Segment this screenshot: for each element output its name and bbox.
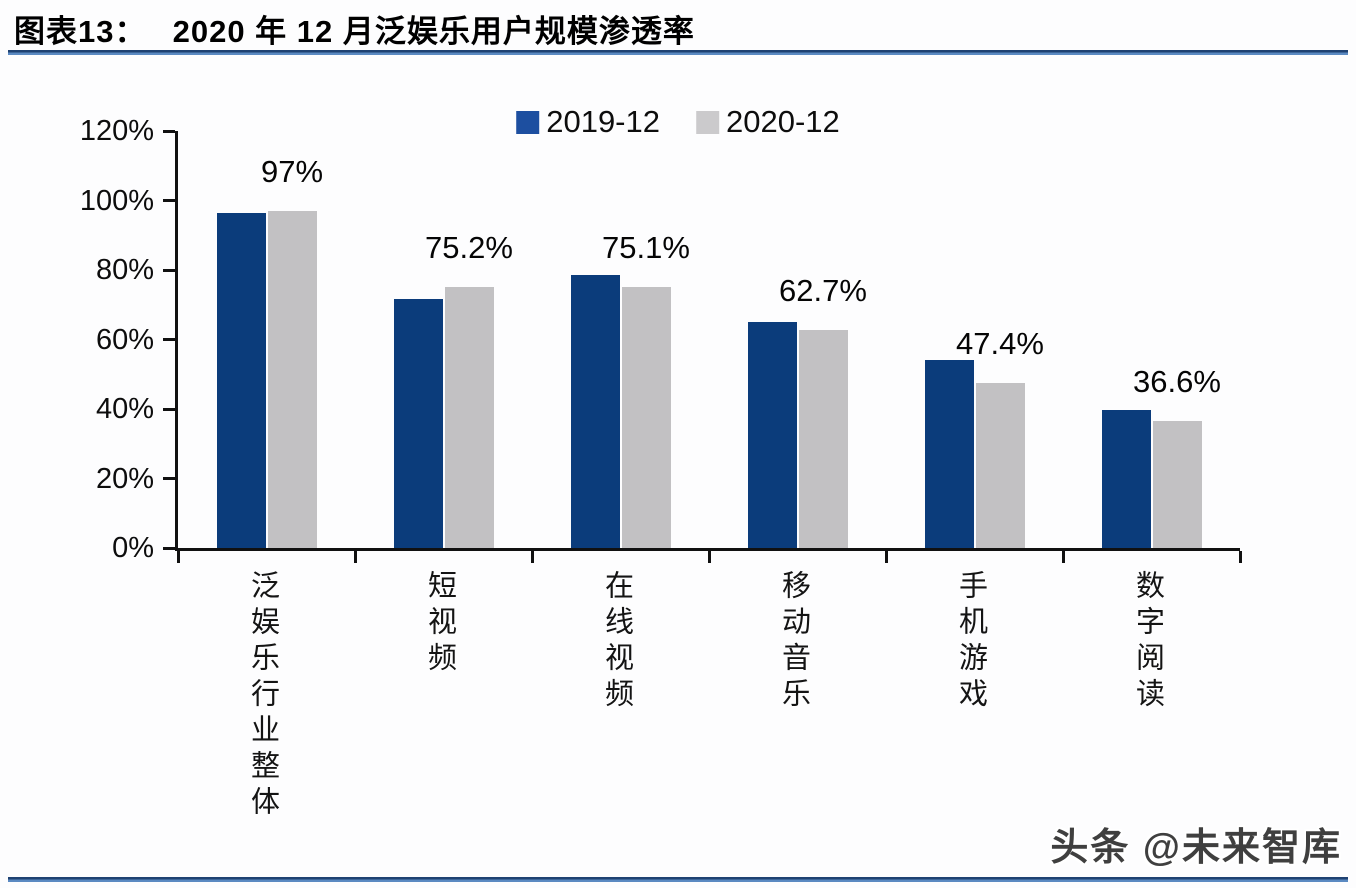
category-label-text: 移动音乐 xyxy=(777,570,812,714)
category-label: 移动音乐 xyxy=(706,570,883,714)
category-label: 数字阅读 xyxy=(1060,570,1237,714)
y-axis-tick xyxy=(163,407,175,411)
bar-2019-12 xyxy=(747,322,797,548)
legend-swatch-icon xyxy=(516,110,540,134)
chart-legend: 2019-12 2020-12 xyxy=(516,104,840,140)
data-label: 75.1% xyxy=(602,230,690,266)
y-axis-tick-label: 100% xyxy=(79,184,154,217)
y-axis-tick xyxy=(163,129,175,133)
bar-group: 97% xyxy=(178,131,355,548)
data-label: 36.6% xyxy=(1133,363,1221,399)
x-axis-tick xyxy=(1061,551,1065,563)
data-label: 47.4% xyxy=(956,326,1044,362)
bar-2019-12 xyxy=(216,212,266,548)
category-label: 短视频 xyxy=(352,570,529,678)
category-label-text: 数字阅读 xyxy=(1131,570,1166,714)
category-label-text: 泛娱乐行业整体 xyxy=(246,570,281,822)
y-axis-tick xyxy=(163,268,175,272)
y-axis-tick-label: 120% xyxy=(79,115,154,147)
bar-group: 47.4% xyxy=(886,131,1063,548)
bar-2020-12 xyxy=(267,210,317,548)
category-label: 在线视频 xyxy=(529,570,706,714)
bar-2020-12 xyxy=(444,286,494,548)
category-label-text: 手机游戏 xyxy=(954,570,989,714)
bar-2020-12 xyxy=(621,287,671,548)
category-label-text: 短视频 xyxy=(423,570,458,678)
x-axis-tick xyxy=(176,551,180,563)
data-label: 97% xyxy=(260,153,324,189)
y-axis-tick-label: 40% xyxy=(95,393,154,425)
legend-label: 2020-12 xyxy=(726,104,840,139)
bar-2020-12 xyxy=(975,383,1025,548)
x-axis-tick xyxy=(530,551,534,563)
y-axis-tick-label: 80% xyxy=(95,254,154,286)
bar-chart-plot-area: 0% 20% 40% 60% 80% 100% 120% 97% 75.2% 75.1% 62.7%… xyxy=(80,115,1242,564)
legend-swatch-icon xyxy=(696,110,719,134)
figure-title: 图表13： 2020 年 12 月泛娱乐用户规模渗透率 xyxy=(14,14,695,49)
category-label: 手机游戏 xyxy=(883,570,1060,714)
y-axis-tick xyxy=(163,477,175,480)
data-label: 62.7% xyxy=(779,273,867,309)
bar-2019-12 xyxy=(924,360,974,548)
y-axis-tick xyxy=(163,546,175,550)
category-axis-labels: 泛娱乐行业整体 短视频 在线视频 移动音乐 手机游戏 数字阅读 xyxy=(175,570,1237,850)
y-axis-tick-label: 60% xyxy=(95,323,154,356)
bar-group: 36.6% xyxy=(1063,131,1240,548)
bar-group: 75.1% xyxy=(532,131,709,548)
bar-2020-12 xyxy=(1152,420,1202,548)
x-axis-tick xyxy=(1238,551,1242,563)
x-axis-tick xyxy=(884,551,888,563)
bar-2020-12 xyxy=(798,330,848,548)
bar-group: 62.7% xyxy=(709,131,886,548)
bar-group: 75.2% xyxy=(355,131,532,548)
title-divider xyxy=(8,50,1348,55)
category-label: 泛娱乐行业整体 xyxy=(175,570,352,822)
y-axis-tick xyxy=(163,338,175,341)
y-axis-tick-label: 20% xyxy=(95,462,154,495)
legend-item-2020-12: 2020-12 xyxy=(696,104,840,140)
y-axis-tick xyxy=(163,199,175,202)
y-axis-tick-label: 0% xyxy=(112,532,154,564)
data-label: 75.2% xyxy=(425,229,513,265)
x-axis-tick xyxy=(353,551,357,563)
legend-label: 2019-12 xyxy=(546,104,660,139)
legend-item-2019-12: 2019-12 xyxy=(516,104,660,140)
bar-2019-12 xyxy=(570,275,620,548)
watermark: 头条 @未来智库 xyxy=(1050,827,1342,869)
bar-2019-12 xyxy=(393,298,443,548)
bar-2019-12 xyxy=(1101,409,1151,548)
category-label-text: 在线视频 xyxy=(600,570,635,714)
x-axis-tick xyxy=(707,551,711,563)
bottom-divider xyxy=(8,877,1348,882)
